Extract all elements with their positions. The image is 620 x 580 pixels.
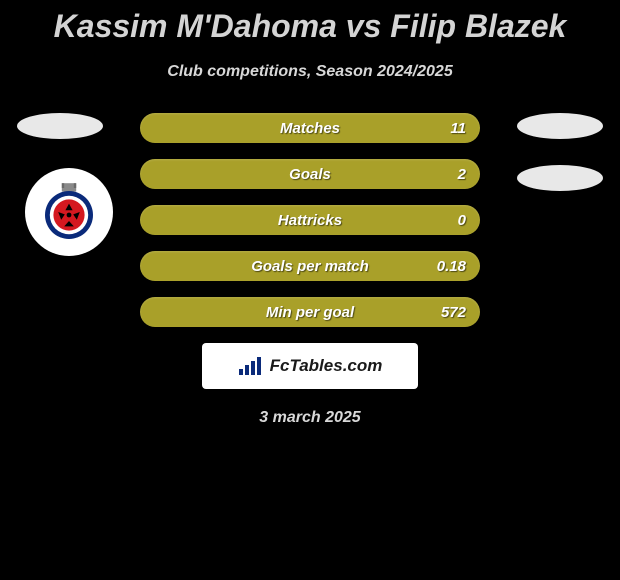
stat-pill: Matches 11	[140, 113, 480, 143]
stats-list: Matches 11 Goals 2 Hattricks 0 Goals per…	[140, 113, 480, 327]
stat-value: 2	[458, 166, 466, 183]
page-title: Kassim M'Dahoma vs Filip Blazek	[0, 0, 620, 45]
stat-pill: Hattricks 0	[140, 205, 480, 235]
player-left-placeholder	[17, 113, 103, 139]
stat-value: 0	[458, 212, 466, 229]
brand-text: FcTables.com	[270, 356, 383, 376]
stat-value: 0.18	[437, 258, 466, 275]
player-right-placeholder-2	[517, 165, 603, 191]
club-crest-icon	[39, 182, 99, 242]
stat-pill: Min per goal 572	[140, 297, 480, 327]
comparison-content: Matches 11 Goals 2 Hattricks 0 Goals per…	[0, 113, 620, 389]
stat-label: Goals	[289, 166, 331, 183]
date-label: 3 march 2025	[0, 409, 620, 427]
club-badge-left	[25, 168, 113, 256]
stat-value: 11	[450, 120, 466, 137]
stat-value: 572	[441, 304, 466, 321]
stat-label: Matches	[280, 120, 340, 137]
stat-pill: Goals 2	[140, 159, 480, 189]
brand-bars-icon	[238, 355, 264, 377]
brand-watermark: FcTables.com	[202, 343, 418, 389]
stat-pill: Goals per match 0.18	[140, 251, 480, 281]
stat-label: Goals per match	[251, 258, 369, 275]
player-right-placeholder	[517, 113, 603, 139]
stat-label: Hattricks	[278, 212, 342, 229]
subtitle: Club competitions, Season 2024/2025	[0, 63, 620, 81]
stat-label: Min per goal	[266, 304, 354, 321]
